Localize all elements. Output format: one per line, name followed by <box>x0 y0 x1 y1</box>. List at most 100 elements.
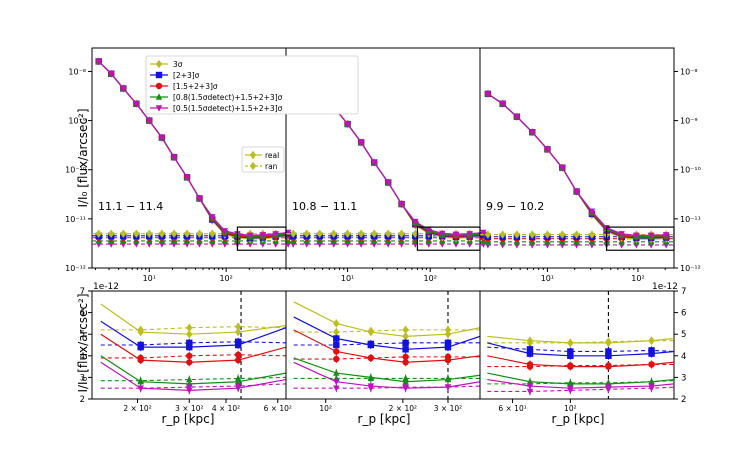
real-point <box>209 214 216 221</box>
ran-point <box>186 339 193 347</box>
real-line-1 <box>487 335 674 344</box>
ran-point <box>648 361 655 368</box>
ran-point <box>384 229 392 238</box>
bottom-panel-2: 10² 2 × 10² 3 × 10² <box>285 290 481 413</box>
real-point <box>588 208 596 215</box>
ran-point <box>526 338 534 348</box>
real-point <box>357 139 365 147</box>
x-tick-label: 3 × 10² <box>434 404 462 413</box>
ran-point <box>444 374 452 382</box>
real-point <box>333 335 340 342</box>
ran-point <box>303 229 310 238</box>
y-tick-label-right: 7 <box>681 287 686 297</box>
series-legend-box <box>145 55 359 115</box>
offset-label-left: 1e-12 <box>93 282 119 292</box>
real-point <box>398 201 405 208</box>
ran-point <box>367 374 375 382</box>
real-point <box>196 195 203 203</box>
offset-label-right: 1e-12 <box>652 282 678 292</box>
ran-line-5 <box>293 385 480 389</box>
ran-point <box>544 230 551 239</box>
real-line-5 <box>293 361 480 389</box>
ran-point <box>186 384 193 391</box>
ran-point <box>170 229 178 238</box>
legend-marker <box>155 71 163 79</box>
ran-point <box>588 230 596 239</box>
x-tick-label: 10¹ <box>341 274 354 283</box>
ran-point <box>398 229 405 238</box>
ran-point <box>234 338 242 345</box>
real-point <box>559 164 566 172</box>
real-point <box>662 232 670 239</box>
ran-line-2 <box>487 346 674 353</box>
ran-point <box>146 229 153 238</box>
x-tick-label: 2 × 10² <box>123 404 151 413</box>
ran-point <box>605 362 612 369</box>
x-tick-label: 10² <box>631 274 644 283</box>
x-tick-label: 4 × 10² <box>212 404 240 413</box>
ran-point <box>120 229 127 238</box>
ran-point <box>186 375 193 383</box>
real-line-2 <box>293 316 480 350</box>
legend-marker <box>249 161 257 171</box>
x-tick-label: 10² <box>319 404 332 413</box>
real-point <box>384 179 392 187</box>
real-line-1 <box>100 303 286 335</box>
ran-line-2 <box>293 342 480 346</box>
real-point <box>412 218 419 226</box>
ran-point <box>529 230 536 239</box>
ran-point <box>234 322 242 331</box>
ran-point <box>137 325 144 335</box>
real-point <box>484 91 492 98</box>
real-line-5 <box>487 378 674 389</box>
y-tick-label-right: 2 <box>681 395 686 405</box>
real-line-4 <box>293 357 480 383</box>
ran-point <box>158 229 166 238</box>
ran-point <box>444 339 452 347</box>
ran-point <box>367 340 375 348</box>
real-point <box>170 154 178 161</box>
y-tick-label-left: 6 <box>80 309 85 319</box>
ran-point <box>186 323 193 332</box>
real-point <box>567 352 574 359</box>
ran-point <box>526 346 534 353</box>
x-tick-label: 10² <box>424 274 437 283</box>
ran-line-5 <box>487 386 674 392</box>
ran-point <box>484 230 492 239</box>
ran-point <box>209 229 216 238</box>
legend-marker <box>155 105 163 112</box>
bottom-panel-3: 6 × 10¹ 10² <box>479 290 675 413</box>
real-point <box>333 348 340 355</box>
real-point <box>402 359 409 366</box>
ran-point <box>357 229 365 238</box>
x-tick-label: 10¹ <box>541 274 554 283</box>
ran-point <box>605 348 612 355</box>
real-point <box>618 231 625 238</box>
ran-point <box>196 229 203 238</box>
y-tick-label-right: 10⁻⁸ <box>680 67 698 76</box>
bottom-panel-frame <box>479 290 675 400</box>
ran-point <box>402 374 409 382</box>
panel-mass-label: 10.8 − 11.1 <box>292 200 357 213</box>
legend-label: 3σ <box>173 60 183 69</box>
ran-point <box>186 352 193 359</box>
y-tick-label-right: 10⁻¹² <box>680 264 701 273</box>
ran-point <box>648 336 655 345</box>
real-line-2 <box>487 342 674 357</box>
ran-line-3 <box>487 363 674 368</box>
ran-point <box>559 230 566 239</box>
ran-point <box>567 362 574 369</box>
y-tick-label-right: 10⁻¹¹ <box>680 215 701 224</box>
real-point <box>272 231 279 238</box>
x-tick-label: 10¹ <box>143 274 156 283</box>
ran-point <box>234 351 242 358</box>
y-tick-label-right: 10⁻⁹ <box>680 117 698 126</box>
real-point <box>573 188 580 196</box>
real-point <box>452 231 460 239</box>
ran-line-3 <box>293 356 480 360</box>
top-y-axis-label: I/I₀ [flux/arcsec²] <box>76 108 90 207</box>
real-point <box>402 332 409 341</box>
y-tick-label-right: 3 <box>681 373 686 383</box>
y-tick-label-right: 4 <box>681 352 686 362</box>
